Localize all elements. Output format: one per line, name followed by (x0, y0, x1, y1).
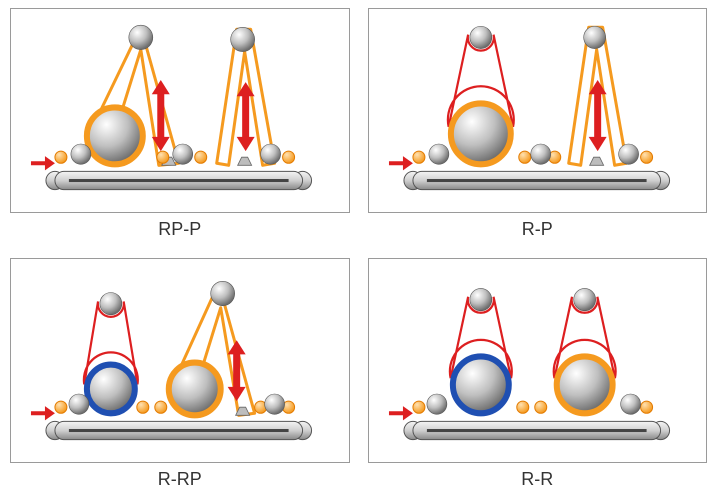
cell-bl: R-RP (10, 258, 350, 494)
cell-tr: R-P (368, 8, 708, 244)
caption-br: R-R (521, 469, 553, 490)
cell-br: R-R (368, 258, 708, 494)
caption-tr: R-P (522, 219, 553, 240)
panel-R-P (368, 8, 708, 213)
panel-RP-P (10, 8, 350, 213)
diagram-grid: RP-P R-P R-RP R-R (0, 0, 717, 501)
caption-bl: R-RP (158, 469, 202, 490)
panel-R-RP (10, 258, 350, 463)
cell-tl: RP-P (10, 8, 350, 244)
panel-R-R (368, 258, 708, 463)
caption-tl: RP-P (158, 219, 201, 240)
